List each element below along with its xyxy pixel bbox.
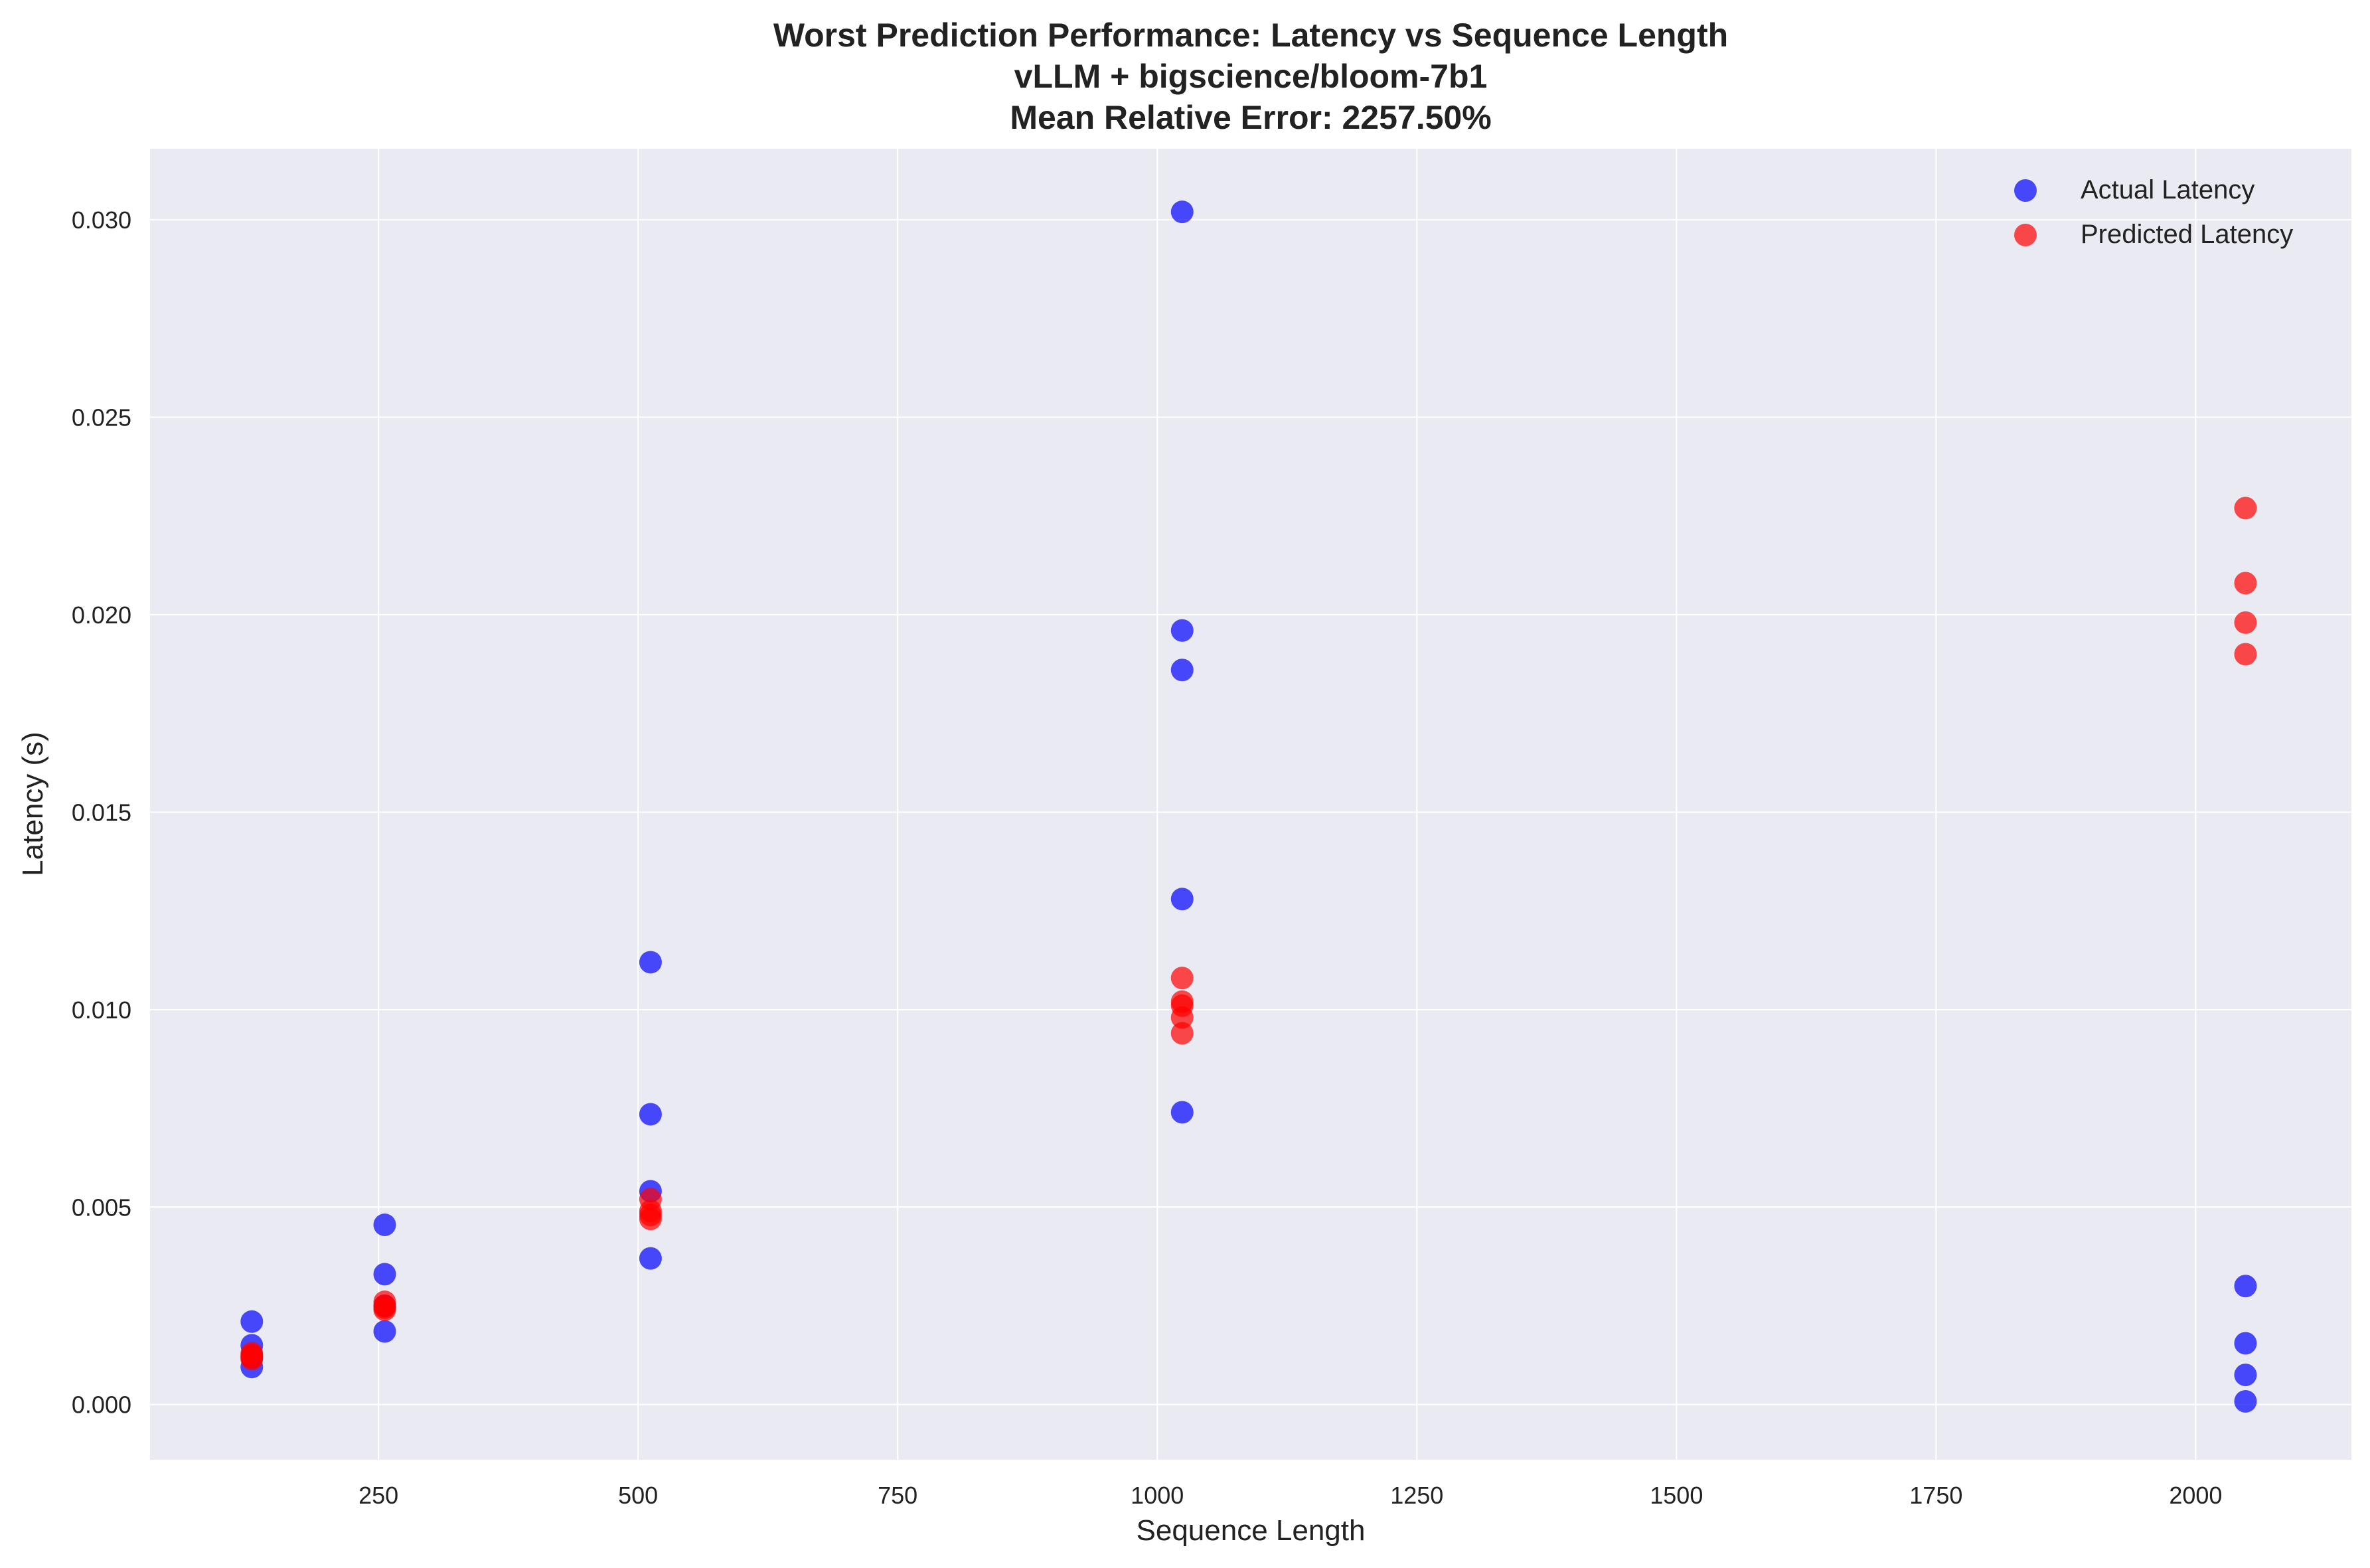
x-tick-label: 250 [358, 1482, 398, 1509]
predicted-latency-point [2234, 572, 2257, 595]
legend-marker-actual [2014, 179, 2037, 202]
predicted-latency-point [2234, 611, 2257, 634]
x-tick-label: 750 [878, 1482, 917, 1509]
actual-latency-point [639, 1247, 662, 1270]
y-axis-label: Latency (s) [17, 732, 49, 876]
actual-latency-point [373, 1320, 396, 1343]
x-tick-label: 1750 [1909, 1482, 1962, 1509]
actual-latency-point [1170, 888, 1194, 911]
x-tick-label: 2000 [2169, 1482, 2222, 1509]
chart-subtitle: vLLM + bigscience/bloom-7b1 [1014, 58, 1488, 95]
y-tick-label: 0.025 [72, 404, 131, 431]
predicted-latency-point [639, 1208, 662, 1231]
actual-latency-point [639, 1103, 662, 1126]
actual-latency-point [373, 1263, 396, 1286]
y-tick-label: 0.015 [72, 799, 131, 826]
y-tick-label: 0.005 [72, 1194, 131, 1221]
chart-subtitle-error: Mean Relative Error: 2257.50% [1010, 99, 1491, 136]
predicted-latency-point [2234, 497, 2257, 520]
y-tick-label: 0.000 [72, 1391, 131, 1419]
x-tick-label: 1000 [1131, 1482, 1184, 1509]
actual-latency-point [240, 1310, 264, 1333]
series-predicted [240, 497, 2257, 1371]
y-tick-label: 0.030 [72, 206, 131, 234]
actual-latency-point [1170, 1101, 1194, 1124]
x-axis-label: Sequence Length [1137, 1514, 1366, 1547]
predicted-latency-point [1170, 1022, 1194, 1045]
y-tick-label: 0.010 [72, 996, 131, 1024]
predicted-latency-point [2234, 643, 2257, 666]
y-axis-ticks: 0.000 0.005 0.010 0.015 0.020 0.025 0.030 [72, 206, 131, 1419]
y-tick-label: 0.020 [72, 601, 131, 629]
legend-marker-predicted [2014, 224, 2037, 246]
legend: Actual Latency Predicted Latency [2014, 175, 2293, 249]
actual-latency-point [639, 951, 662, 974]
predicted-latency-point [240, 1348, 264, 1371]
actual-latency-point [1170, 659, 1194, 682]
grid-lines [150, 149, 2351, 1460]
x-tick-label: 1250 [1390, 1482, 1443, 1509]
x-tick-label: 500 [618, 1482, 658, 1509]
actual-latency-point [2234, 1275, 2257, 1298]
predicted-latency-point [1170, 967, 1194, 990]
chart-title: Worst Prediction Performance: Latency vs… [773, 17, 1728, 54]
actual-latency-point [2234, 1364, 2257, 1387]
predicted-latency-point [1170, 1006, 1194, 1029]
plot-area [150, 149, 2351, 1460]
data-points [240, 200, 2257, 1413]
actual-latency-point [1170, 200, 1194, 224]
x-axis-ticks: 250 500 750 1000 1250 1500 1750 2000 [358, 1482, 2222, 1509]
legend-label-actual: Actual Latency [2081, 175, 2254, 204]
actual-latency-point [2234, 1389, 2257, 1413]
actual-latency-point [2234, 1332, 2257, 1355]
legend-label-predicted: Predicted Latency [2081, 220, 2293, 249]
predicted-latency-point [373, 1298, 396, 1321]
x-tick-label: 1500 [1650, 1482, 1703, 1509]
actual-latency-point [373, 1214, 396, 1237]
actual-latency-point [1170, 619, 1194, 642]
